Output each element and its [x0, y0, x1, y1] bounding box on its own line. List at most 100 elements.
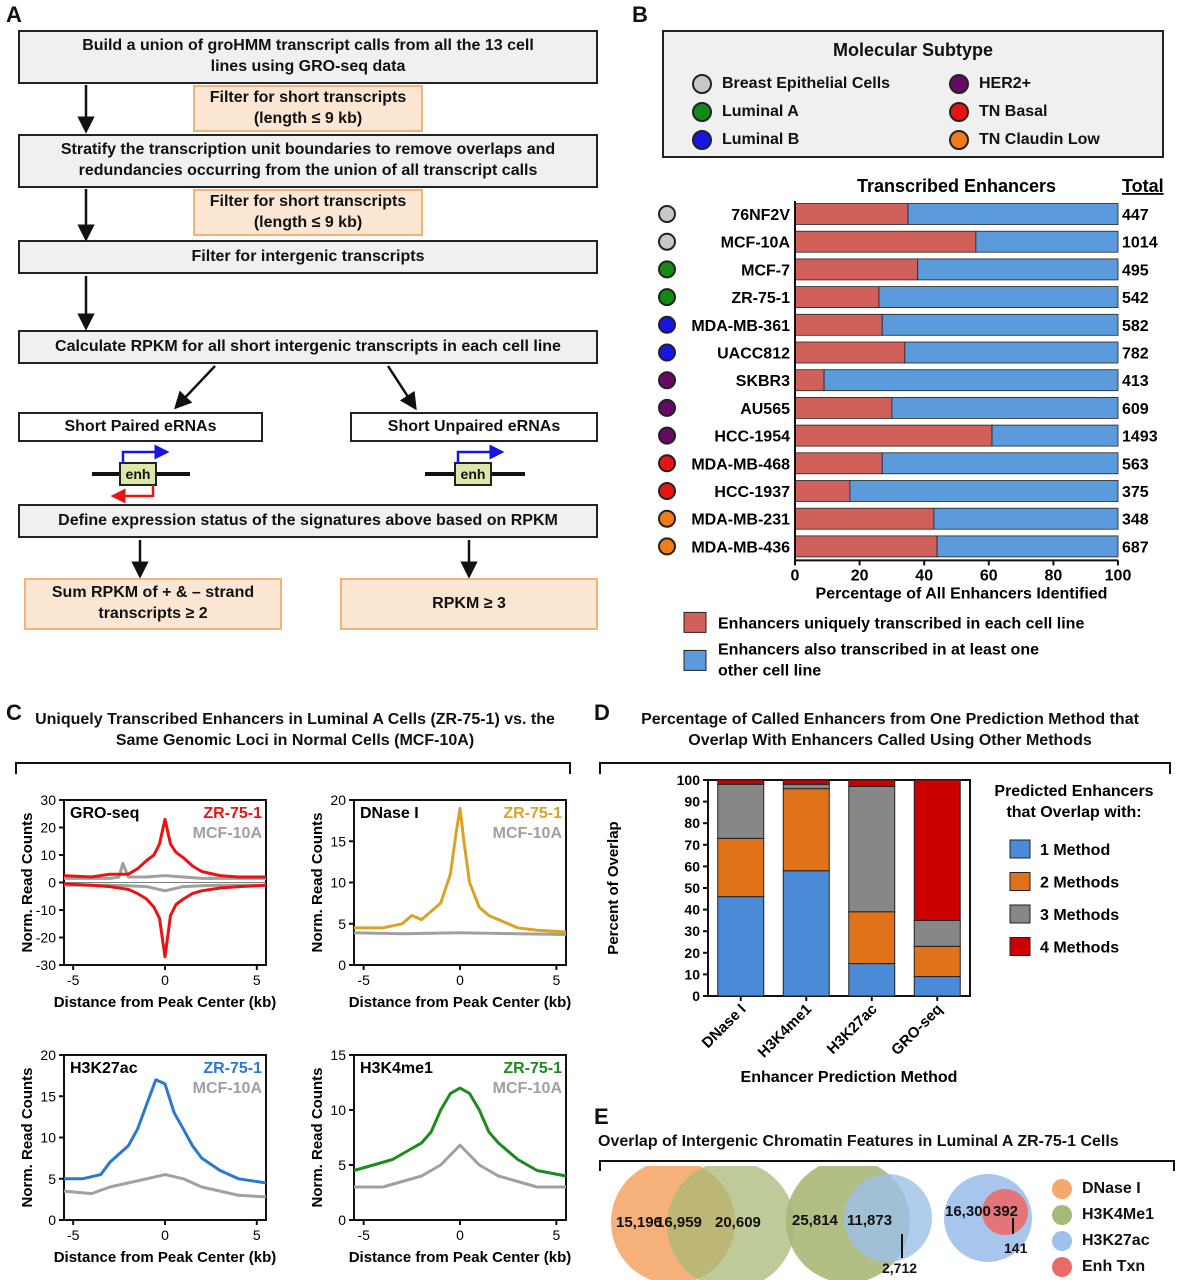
subtype-dot-HCC-1937 [658, 482, 676, 500]
venn-legend-swatch [1052, 1231, 1072, 1251]
legend-swatch [1009, 839, 1031, 859]
subtype-legend-col1: Breast Epithelial Cells Luminal A Lumina… [692, 70, 890, 154]
venn-legend-swatch [1052, 1257, 1072, 1277]
ytick-label: 15 [40, 1088, 56, 1104]
bar-unique-ZR-75-1 [794, 286, 880, 308]
bar-h3k27ac-1-method [848, 963, 896, 997]
cell-line-label: HCC-1954 [714, 429, 790, 446]
ytick-label: 5 [338, 1157, 346, 1173]
profile-title: GRO-seq [70, 805, 139, 822]
subtype-label: Luminal B [722, 131, 800, 148]
xtick-label: -5 [67, 1227, 80, 1243]
ytick-label: 10 [330, 875, 346, 891]
subtype-dot-MDA-MB-231 [658, 509, 676, 528]
bar-gro-seq-2-methods [913, 945, 961, 978]
legend-label-other-line1: Enhancers also transcribed in at least o… [718, 641, 1039, 658]
arrow-5 [386, 365, 417, 411]
ytick-label: 10 [330, 1102, 346, 1118]
venn2-left-count: 25,814 [792, 1212, 838, 1229]
flow-step-expression: Define expression status of the signatur… [18, 504, 598, 538]
legend-sample: ZR-75-1 [203, 805, 262, 822]
bar-unique-MCF-10A [794, 230, 977, 253]
venn-circle-h3k27ac [844, 1174, 932, 1262]
series-zr-75-1 [63, 817, 266, 879]
cell-line-label: ZR-75-1 [731, 290, 790, 307]
bar-other-HCC-1954 [991, 424, 1119, 447]
ytick-label: -20 [36, 930, 56, 946]
venn-legend: DNase I H3K4Me1 H3K27ac Enh Txn [1052, 1176, 1154, 1280]
panel-e-title: Overlap of Intergenic Chromatin Features… [598, 1133, 1119, 1150]
venn-dnase-h3k4me1 [611, 1166, 795, 1280]
venn-diagrams [611, 1166, 1032, 1280]
venn-h3k27ac-enhtxn [944, 1174, 1032, 1262]
panel-label-c: C [6, 700, 22, 725]
legend-label: 1 Method [1040, 842, 1110, 859]
venn-legend-label: H3K27ac [1082, 1232, 1150, 1249]
legend-label-other-line2: other cell line [718, 662, 821, 679]
venn1-middle-count: 16,959 [656, 1214, 702, 1231]
total-value: 782 [1122, 346, 1149, 363]
venn3-outside-count: 141 [1004, 1240, 1028, 1256]
bar-other-AU565 [891, 396, 1119, 419]
ytick-label: 0 [692, 988, 700, 1004]
bar-unique-AU565 [794, 396, 893, 419]
legend-control: MCF-10A [193, 1080, 263, 1097]
venn1-left-count: 15,196 [616, 1214, 662, 1231]
arrow-4 [173, 365, 216, 410]
subtype-dot [692, 102, 712, 122]
subtype-legend-title: Molecular Subtype [832, 40, 994, 60]
xlabel: Distance from Peak Center (kb) [54, 1249, 277, 1266]
subtype-dot-MCF-7 [658, 260, 676, 279]
xlabel: Enhancer Prediction Method [741, 1069, 958, 1086]
ytick-label: 15 [330, 833, 346, 849]
bar-unique-MCF-7 [794, 258, 919, 281]
bar-h3k4me1-2-methods [782, 788, 830, 872]
panel-d-title: Percentage of Called Enhancers from One … [641, 711, 1139, 749]
xtick-label: 5 [552, 1227, 560, 1243]
bar-unique-UACC812 [794, 341, 906, 364]
xlabel: Distance from Peak Center (kb) [349, 1249, 572, 1266]
cell-line-label: AU565 [740, 401, 790, 418]
xtick-label: H3K4me1 [755, 1001, 815, 1061]
chart-b-xtick-label: 20 [851, 567, 869, 584]
total-value: 495 [1122, 262, 1149, 279]
enh-label-unpaired: enh [460, 466, 486, 482]
legend-swatch-other [683, 649, 707, 671]
ytick-label: 5 [338, 916, 346, 932]
series-mcf-10a-minus- [64, 883, 266, 893]
bar-h3k4me1-4-methods [782, 779, 830, 785]
subtype-dot-AU565 [658, 398, 676, 417]
ytick-label: 40 [684, 902, 700, 918]
ylabel: Norm. Read Counts [309, 812, 326, 952]
legend-label: 4 Methods [1040, 940, 1119, 957]
ytick-label: 80 [684, 815, 700, 831]
ytick-label: 0 [338, 1212, 346, 1228]
bar-h3k4me1-1-method [782, 870, 830, 997]
legend-label: 2 Methods [1040, 875, 1119, 892]
bar-other-ZR-75-1 [878, 286, 1119, 308]
series-zr-75-1-minus- [63, 882, 267, 959]
ytick-label: -30 [36, 957, 56, 973]
total-value: 1493 [1122, 429, 1158, 446]
subtype-dot-76NF2V [658, 205, 676, 223]
ytick-label: -10 [36, 902, 56, 918]
venn2-outside-count: 2,712 [882, 1260, 918, 1276]
subtype-dot [949, 130, 969, 150]
subtype-dot-UACC812 [658, 343, 676, 362]
flow-step-union: Build a union of groHMM transcript calls… [18, 30, 598, 84]
unpaired-erna-diagram [425, 444, 525, 486]
ytick-label: 10 [40, 847, 56, 863]
chart-b-xlabel: Percentage of All Enhancers Identified [816, 585, 1108, 602]
venn-legend-item: H3K4Me1 [1052, 1202, 1154, 1228]
chart-groseq-profile: 30 20 10 0 -10 -20 -30 -5 0 5 Distance from Peak C… [19, 792, 276, 1011]
subtype-dot [692, 74, 712, 94]
chart-b-xtick-label: 80 [1045, 567, 1063, 584]
ytick-label: 10 [684, 966, 700, 982]
subtype-dot [692, 130, 712, 150]
bar-h3k27ac-4-methods [848, 779, 896, 787]
series-zr-75-1 [354, 806, 567, 934]
ytick-label: 30 [684, 923, 700, 939]
legend-sample: ZR-75-1 [203, 1060, 262, 1077]
flow-criterion-paired: Sum RPKM of + & – strand transcripts ≥ 2 [24, 578, 282, 630]
ytick-label: 70 [684, 837, 700, 853]
